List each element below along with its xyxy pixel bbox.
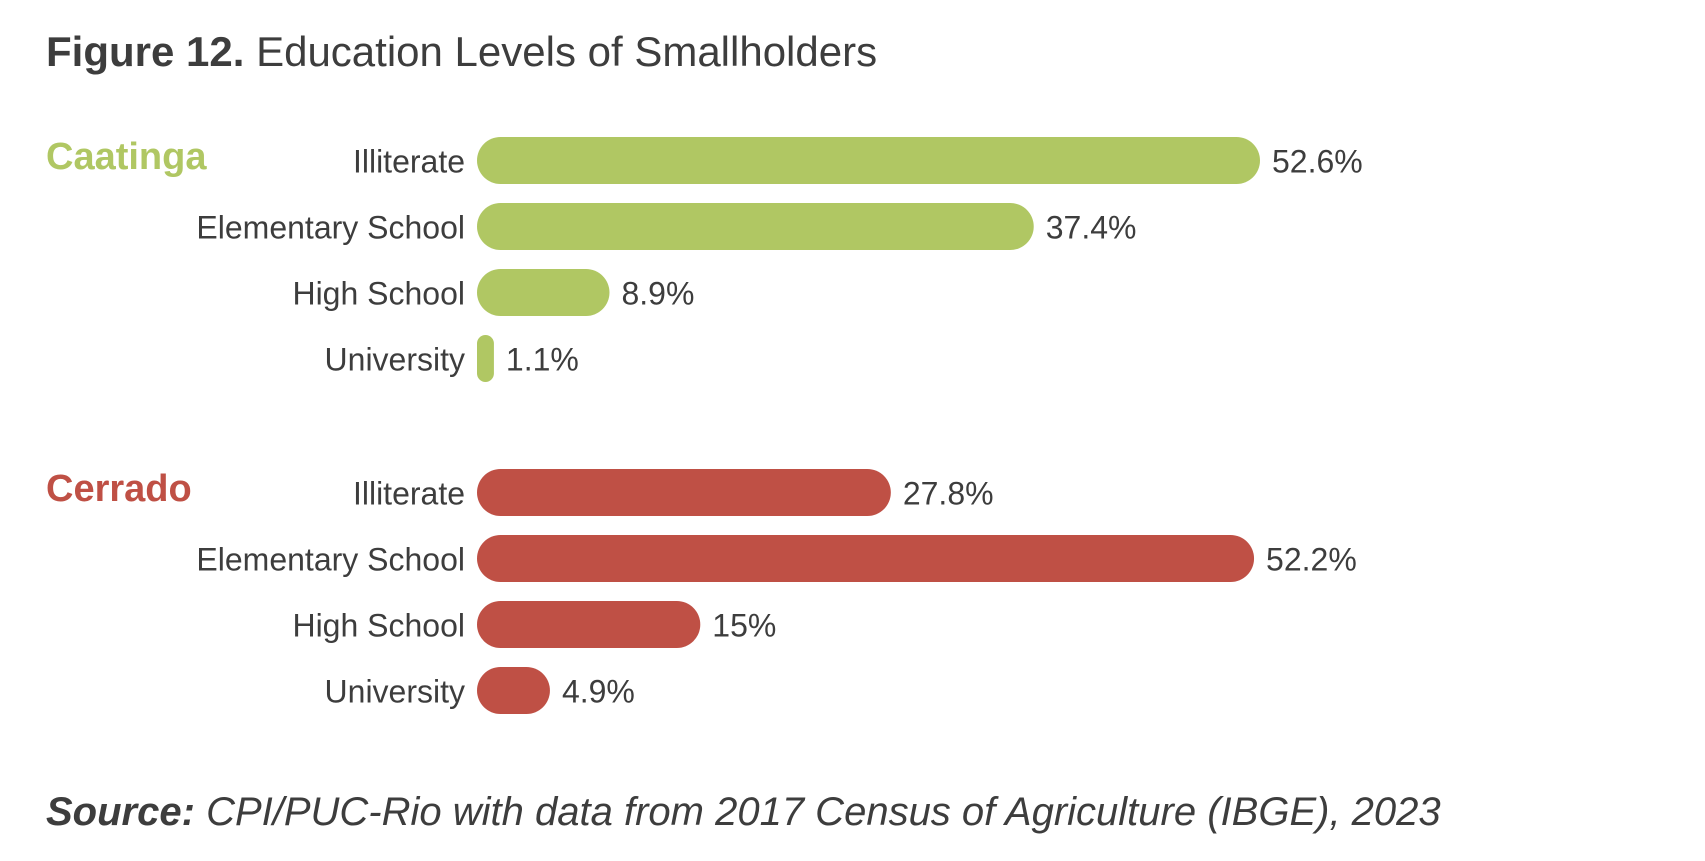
category-label-caatinga-high-school: High School (292, 276, 465, 312)
series-header-cerrado: Cerrado (46, 468, 192, 510)
bar-caatinga-elementary-school (477, 203, 1034, 250)
figure-number: Figure 12. (46, 28, 245, 75)
category-label-cerrado-university: University (325, 674, 465, 710)
bar-cerrado-university (477, 667, 550, 714)
category-label-caatinga-illiterate: Illiterate (353, 144, 465, 180)
bar-caatinga-illiterate (477, 137, 1260, 184)
figure-title: Figure 12. Education Levels of Smallhold… (46, 28, 877, 76)
category-label-cerrado-illiterate: Illiterate (353, 476, 465, 512)
value-label-cerrado-high-school: 15% (712, 608, 776, 644)
source-text: CPI/PUC-Rio with data from 2017 Census o… (206, 790, 1441, 834)
category-label-cerrado-high-school: High School (292, 608, 465, 644)
bar-cerrado-high-school (477, 601, 701, 648)
value-label-caatinga-illiterate: 52.6% (1272, 144, 1363, 180)
value-label-cerrado-illiterate: 27.8% (903, 476, 994, 512)
value-label-cerrado-elementary-school: 52.2% (1266, 542, 1357, 578)
category-label-caatinga-university: University (325, 342, 465, 378)
bar-caatinga-high-school (477, 269, 610, 316)
bar-caatinga-university (477, 335, 494, 382)
value-label-caatinga-elementary-school: 37.4% (1046, 210, 1137, 246)
category-label-caatinga-elementary-school: Elementary School (196, 210, 465, 246)
figure-caption: Education Levels of Smallholders (256, 28, 878, 75)
source-label: Source: (46, 790, 195, 834)
series-header-caatinga: Caatinga (46, 136, 207, 178)
bar-cerrado-elementary-school (477, 535, 1255, 582)
bar-cerrado-illiterate (477, 469, 891, 516)
source-note: Source: CPI/PUC-Rio with data from 2017 … (46, 790, 1441, 835)
value-label-cerrado-university: 4.9% (562, 674, 635, 710)
category-label-cerrado-elementary-school: Elementary School (196, 542, 465, 578)
value-label-caatinga-university: 1.1% (506, 342, 579, 378)
value-label-caatinga-high-school: 8.9% (621, 276, 694, 312)
